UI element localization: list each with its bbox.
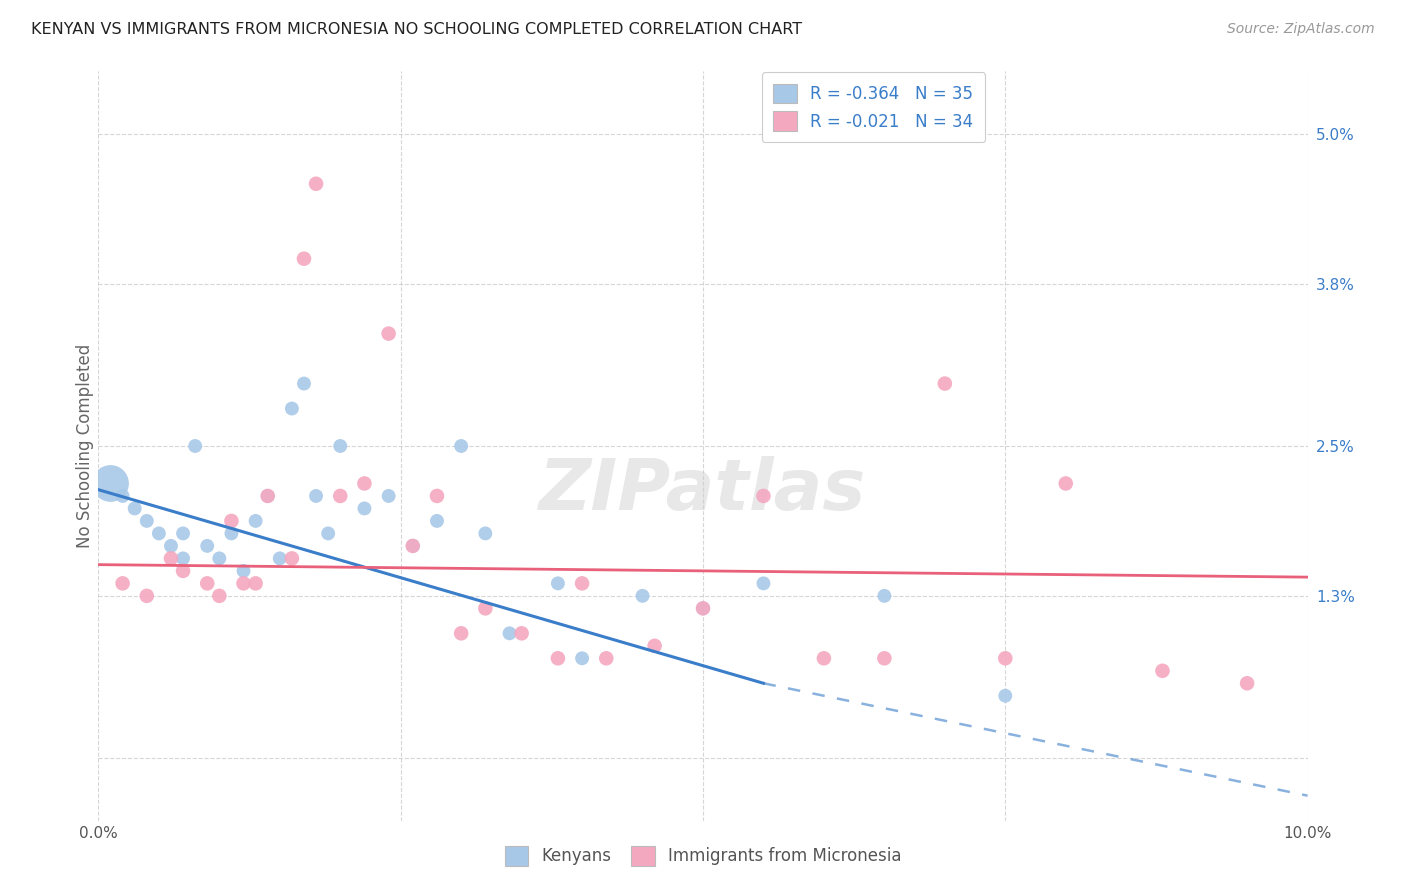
Point	[292, 376, 315, 391]
Point	[474, 601, 496, 615]
Point	[692, 601, 714, 615]
Point	[547, 651, 569, 665]
Point	[160, 551, 183, 566]
Point	[547, 576, 569, 591]
Point	[1152, 664, 1174, 678]
Point	[124, 501, 146, 516]
Point	[377, 489, 399, 503]
Point	[571, 576, 593, 591]
Text: ZIPatlas: ZIPatlas	[540, 457, 866, 525]
Point	[934, 376, 956, 391]
Point	[692, 601, 714, 615]
Point	[813, 651, 835, 665]
Point	[281, 401, 304, 416]
Point	[1236, 676, 1258, 690]
Point	[498, 626, 520, 640]
Point	[571, 651, 593, 665]
Point	[305, 177, 328, 191]
Point	[221, 514, 243, 528]
Point	[752, 489, 775, 503]
Point	[195, 576, 218, 591]
Point	[100, 476, 122, 491]
Point	[256, 489, 278, 503]
Point	[402, 539, 425, 553]
Point	[994, 651, 1017, 665]
Text: KENYAN VS IMMIGRANTS FROM MICRONESIA NO SCHOOLING COMPLETED CORRELATION CHART: KENYAN VS IMMIGRANTS FROM MICRONESIA NO …	[31, 22, 801, 37]
Point	[752, 576, 775, 591]
Point	[644, 639, 666, 653]
Point	[510, 626, 533, 640]
Point	[111, 576, 134, 591]
Point	[232, 564, 254, 578]
Point	[426, 489, 449, 503]
Point	[245, 576, 267, 591]
Legend: Kenyans, Immigrants from Micronesia: Kenyans, Immigrants from Micronesia	[498, 839, 908, 872]
Point	[631, 589, 654, 603]
Point	[269, 551, 291, 566]
Point	[402, 539, 425, 553]
Point	[353, 501, 375, 516]
Point	[316, 526, 339, 541]
Point	[329, 439, 352, 453]
Point	[450, 626, 472, 640]
Point	[595, 651, 617, 665]
Point	[245, 514, 267, 528]
Point	[873, 589, 896, 603]
Point	[160, 539, 183, 553]
Point	[256, 489, 278, 503]
Y-axis label: No Schooling Completed: No Schooling Completed	[76, 344, 94, 548]
Point	[426, 514, 449, 528]
Point	[208, 551, 231, 566]
Point	[184, 439, 207, 453]
Point	[292, 252, 315, 266]
Point	[1054, 476, 1077, 491]
Point	[450, 439, 472, 453]
Point	[135, 589, 157, 603]
Point	[305, 489, 328, 503]
Point	[474, 526, 496, 541]
Point	[208, 589, 231, 603]
Point	[994, 689, 1017, 703]
Point	[329, 489, 352, 503]
Point	[281, 551, 304, 566]
Point	[232, 576, 254, 591]
Point	[377, 326, 399, 341]
Point	[135, 514, 157, 528]
Point	[353, 476, 375, 491]
Point	[111, 489, 134, 503]
Point	[172, 551, 194, 566]
Point	[148, 526, 170, 541]
Text: Source: ZipAtlas.com: Source: ZipAtlas.com	[1227, 22, 1375, 37]
Point	[873, 651, 896, 665]
Point	[172, 564, 194, 578]
Point	[195, 539, 218, 553]
Point	[172, 526, 194, 541]
Point	[221, 526, 243, 541]
